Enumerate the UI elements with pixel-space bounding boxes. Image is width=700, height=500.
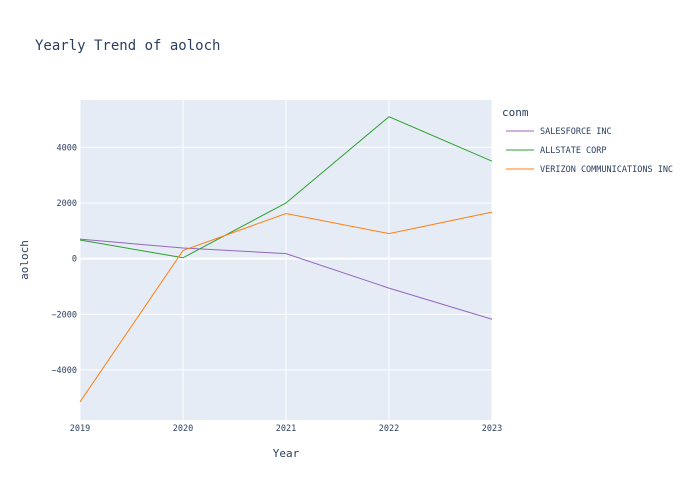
- x-tick-label: 2020: [173, 424, 193, 434]
- x-tick-label: 2023: [482, 424, 502, 434]
- y-tick-label: 4000: [57, 143, 77, 153]
- grid: [79, 100, 493, 420]
- y-tick-label: 0: [72, 255, 77, 265]
- legend-label-0: SALESFORCE INC: [540, 127, 612, 137]
- x-axis-ticks: 2019 2020 2021 2022 2023: [70, 424, 502, 434]
- y-tick-label: 2000: [57, 199, 77, 209]
- x-tick-label: 2019: [70, 424, 90, 434]
- series-lines: [79, 116, 493, 403]
- y-axis-title: aoloch: [18, 240, 31, 280]
- x-axis-title: Year: [273, 447, 300, 460]
- y-tick-label: −4000: [51, 366, 77, 376]
- x-tick-label: 2021: [276, 424, 296, 434]
- series-line-1: [79, 116, 493, 259]
- y-tick-label: −2000: [51, 310, 77, 320]
- series-line-2: [79, 211, 493, 403]
- legend: conm SALESFORCE INC ALLSTATE CORP VERIZON …: [502, 106, 673, 175]
- legend-label-1: ALLSTATE CORP: [540, 146, 607, 156]
- x-tick-label: 2022: [379, 424, 399, 434]
- legend-label-2: VERIZON COMMUNICATIONS INC: [540, 165, 673, 175]
- y-axis-ticks: −4000 −2000 0 2000 4000: [51, 143, 77, 376]
- chart-title: Yearly Trend of aoloch: [35, 38, 220, 54]
- series-line-0: [79, 238, 493, 320]
- legend-title: conm: [502, 106, 529, 119]
